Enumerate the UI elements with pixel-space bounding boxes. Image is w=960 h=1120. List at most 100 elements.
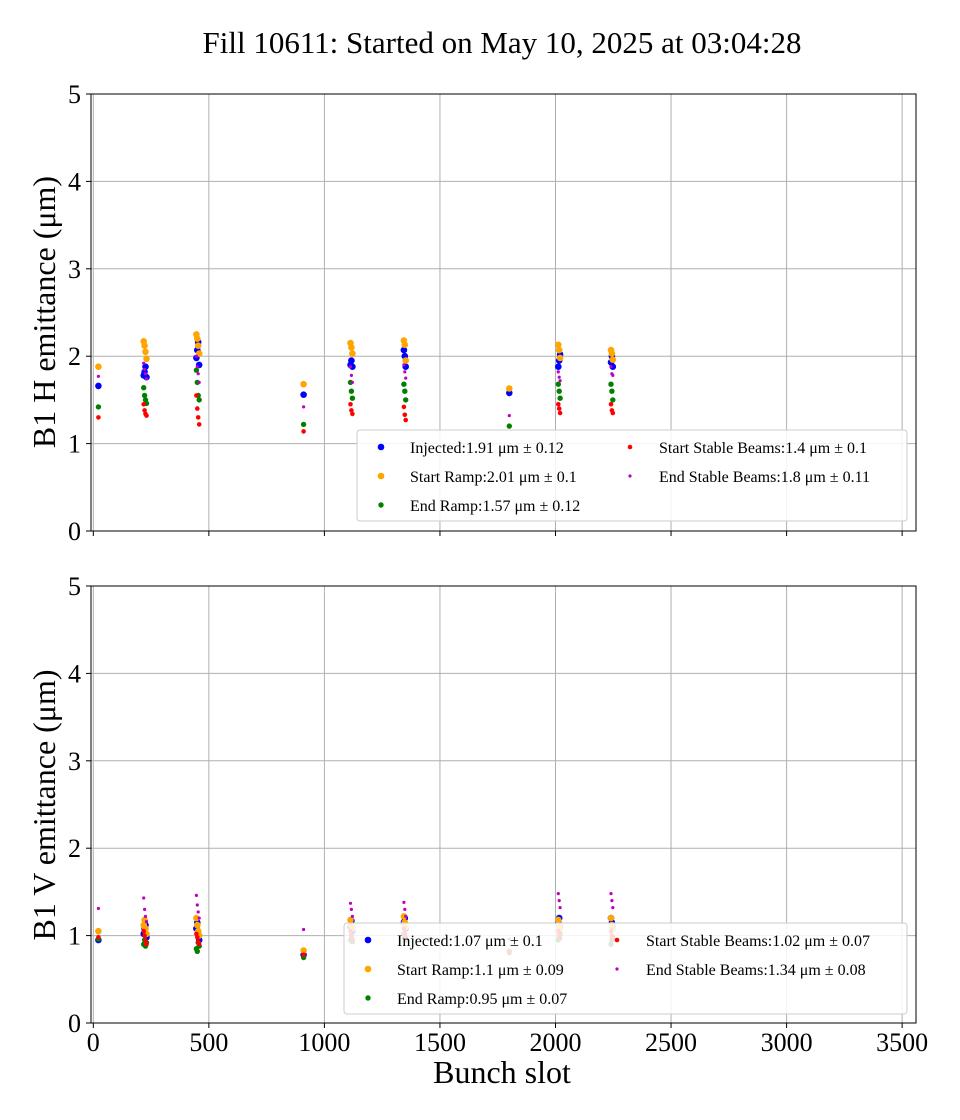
data-point	[403, 417, 409, 423]
x-tick-label: 2500	[645, 1028, 697, 1057]
vertical-emittance-panel: 0 500 1000 1500 2000 2500 3000 3500 0 1 2 3 4 5 B1 V …	[26, 572, 928, 1057]
data-point	[196, 397, 202, 403]
data-point	[143, 938, 148, 944]
y-tick-label: 5	[68, 80, 81, 109]
data-point	[558, 379, 562, 383]
legend-label: End Ramp:1.57 μm ± 0.12	[410, 498, 580, 515]
data-point	[609, 388, 615, 394]
data-point	[401, 341, 409, 349]
data-point	[141, 928, 146, 934]
data-point	[609, 365, 613, 369]
y-axis-label: B1 H emittance (μm)	[26, 176, 62, 448]
data-point	[141, 402, 146, 407]
data-point	[557, 410, 563, 416]
data-point	[196, 910, 200, 914]
data-point	[197, 380, 201, 384]
y-tick-label: 0	[68, 517, 81, 546]
data-point	[144, 920, 149, 924]
data-point	[350, 914, 354, 919]
data-point	[302, 405, 306, 409]
data-point	[555, 363, 562, 371]
data-point	[402, 412, 408, 418]
legend-marker	[365, 995, 371, 1001]
data-point	[349, 373, 353, 377]
data-point	[506, 423, 512, 429]
data-point	[608, 350, 616, 357]
data-point	[141, 385, 147, 391]
legend-marker	[615, 967, 619, 971]
data-point	[348, 344, 355, 351]
data-point	[194, 893, 198, 898]
data-point	[143, 355, 150, 363]
data-point	[195, 903, 199, 907]
data-point	[96, 906, 100, 911]
data-point	[557, 899, 561, 903]
data-point	[96, 935, 101, 940]
data-point	[349, 408, 354, 413]
data-point	[301, 429, 306, 434]
data-point	[142, 933, 147, 938]
legend-box	[356, 429, 908, 522]
figure-title: Fill 10611: Started on May 10, 2025 at 0…	[202, 25, 801, 60]
legend-label: End Stable Beams:1.34 μm ± 0.08	[646, 962, 866, 979]
legend-marker	[614, 937, 620, 943]
axes-frame	[90, 93, 917, 532]
data-point	[558, 906, 562, 910]
legend: Injected:1.91 μm ± 0.12 Start Ramp:2.01 μ…	[356, 429, 908, 522]
data-point	[196, 372, 200, 376]
data-point	[143, 907, 147, 912]
data-point	[141, 392, 148, 399]
data-point	[141, 342, 148, 350]
data-point	[194, 354, 198, 358]
data-point	[95, 363, 102, 371]
data-point	[197, 916, 201, 920]
x-axis-label: Bunch slot	[433, 1054, 571, 1090]
data-point	[193, 367, 200, 373]
data-point	[95, 404, 102, 410]
data-point	[404, 376, 408, 380]
legend-box	[343, 922, 908, 1015]
data-point	[401, 381, 407, 387]
data-point	[195, 935, 200, 940]
x-tick-label: 1000	[298, 1028, 350, 1057]
legend-marker	[377, 443, 385, 451]
data-point	[347, 916, 354, 924]
data-point	[557, 395, 563, 401]
data-point	[608, 381, 614, 387]
data-point	[95, 382, 102, 390]
data-point	[302, 927, 306, 932]
legend-label: End Stable Beams:1.8 μm ± 0.11	[659, 469, 870, 486]
data-point	[348, 357, 355, 364]
data-point	[195, 365, 199, 369]
data-point	[348, 365, 353, 369]
y-tick-label: 3	[68, 255, 81, 284]
y-tick-label: 3	[68, 747, 81, 776]
data-point	[556, 402, 561, 407]
legend-marker	[377, 472, 385, 480]
data-point	[144, 377, 149, 381]
x-tick-label: 0	[87, 1028, 100, 1057]
y-tick-label: 1	[68, 922, 81, 951]
data-point	[348, 402, 353, 407]
data-point	[610, 899, 614, 903]
y-tick-label: 2	[68, 342, 81, 371]
data-point	[300, 947, 307, 954]
data-point	[349, 350, 356, 357]
y-tick-label: 4	[68, 167, 81, 196]
y-tick-label: 4	[68, 659, 81, 688]
legend-marker	[627, 444, 633, 450]
data-point	[144, 413, 149, 418]
data-point	[609, 892, 613, 896]
data-point	[555, 381, 561, 387]
data-point	[143, 372, 148, 376]
legend-label: Injected:1.07 μm ± 0.1	[397, 933, 543, 950]
y-tick-label: 2	[68, 834, 81, 863]
data-point	[194, 393, 199, 398]
data-point	[401, 404, 407, 410]
data-point	[506, 385, 513, 392]
data-point	[142, 348, 149, 356]
data-point	[403, 907, 407, 912]
data-point	[556, 892, 560, 896]
data-point	[349, 395, 356, 401]
